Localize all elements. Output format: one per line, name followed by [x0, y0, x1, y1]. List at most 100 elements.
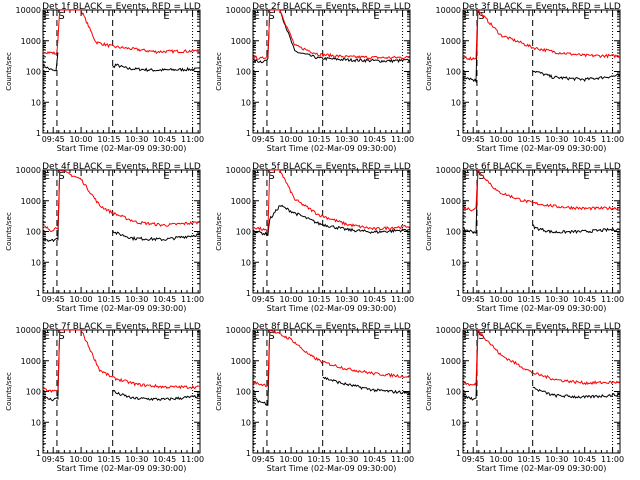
x-axis-label: Start Time (02-Mar-09 09:30:00) [57, 464, 187, 473]
marker-label: S [268, 331, 274, 342]
x-tick-label: 10:00 [280, 455, 303, 464]
series-events-line [463, 330, 479, 401]
marker-label: E [464, 11, 470, 22]
series-events-line [532, 386, 620, 399]
y-tick-label: 1000 [441, 197, 461, 206]
series-events-line [463, 10, 479, 84]
y-tick-label: 1000 [231, 357, 251, 366]
y-tick-label: 1 [36, 129, 41, 138]
y-tick-label: 10 [451, 418, 461, 427]
chart-title: Det 9f BLACK = Events, RED = LLD [462, 322, 621, 332]
series-lld-line [43, 170, 200, 233]
x-tick-label: 10:00 [490, 295, 513, 304]
y-tick-label: 1000 [21, 197, 41, 206]
x-tick-label: 10:00 [280, 295, 303, 304]
chart-panel-8: Det 8f BLACK = Events, RED = LLD 1 10 100 10… [215, 322, 414, 473]
x-tick-label: 10:45 [573, 295, 596, 304]
x-tick-label: 09:45 [42, 455, 65, 464]
chart-panel-5: Det 5f BLACK = Events, RED = LLD 1 10 100 10… [215, 162, 414, 313]
marker-label: S [268, 11, 274, 22]
y-tick-label: 1000 [441, 357, 461, 366]
x-tick-label: 11:00 [181, 135, 204, 144]
marker-label: S [478, 171, 484, 182]
marker-label: E [373, 11, 379, 22]
plot-frame [252, 169, 411, 294]
marker-label: E [44, 11, 50, 22]
x-tick-label: 10:45 [363, 135, 386, 144]
y-tick-label: 100 [446, 68, 461, 77]
x-tick-label: 09:45 [462, 135, 485, 144]
x-tick-label: 10:15 [97, 455, 120, 464]
y-tick-label: 1 [36, 449, 41, 458]
x-tick-label: 10:30 [545, 135, 568, 144]
plot-frame [252, 329, 411, 454]
y-tick-label: 10000 [16, 6, 41, 15]
chart-panel-7: Det 7f BLACK = Events, RED = LLD 1 10 100 10… [5, 322, 204, 473]
series-lld-line [463, 10, 620, 61]
y-axis-label: Counts/sec [425, 52, 433, 91]
series-events-line [112, 230, 200, 242]
plot-frame [42, 9, 201, 134]
x-tick-label: 11:00 [181, 455, 204, 464]
x-tick-label: 11:00 [391, 455, 414, 464]
marker-label: E [583, 171, 589, 182]
x-tick-label: 10:15 [307, 135, 330, 144]
marker-label: S [478, 331, 484, 342]
y-tick-label: 1 [246, 129, 251, 138]
y-tick-label: 1 [36, 289, 41, 298]
series-lld-line [463, 170, 620, 212]
series-events-line [112, 63, 200, 72]
x-tick-label: 10:15 [97, 295, 120, 304]
y-tick-label: 100 [26, 388, 41, 397]
marker-label: E [44, 331, 50, 342]
marker-label: E [583, 11, 589, 22]
chart-panel-2: Det 2f BLACK = Events, RED = LLD 1 10 100 10… [215, 2, 414, 153]
x-tick-label: 10:15 [307, 295, 330, 304]
series-events-line [322, 376, 410, 395]
chart-panel-4: Det 4f BLACK = Events, RED = LLD 1 10 100 10… [5, 162, 204, 313]
y-tick-label: 10 [31, 418, 41, 427]
x-tick-label: 10:00 [490, 135, 513, 144]
x-tick-label: 10:00 [70, 135, 93, 144]
plot-frame [252, 9, 411, 134]
chart-panel-3: Det 3f BLACK = Events, RED = LLD 1 10 100 10… [425, 2, 624, 153]
series-events-line [43, 330, 61, 402]
x-axis-label: Start Time (02-Mar-09 09:30:00) [267, 464, 397, 473]
x-tick-label: 10:00 [490, 455, 513, 464]
marker-label: E [583, 331, 589, 342]
x-axis-label: Start Time (02-Mar-09 09:30:00) [477, 464, 607, 473]
x-tick-label: 10:30 [545, 455, 568, 464]
series-lld-line [43, 10, 200, 55]
y-tick-label: 100 [236, 68, 251, 77]
series-lld-line [253, 10, 410, 60]
x-tick-label: 09:45 [462, 455, 485, 464]
x-tick-label: 09:45 [252, 135, 275, 144]
series-lld-line [253, 330, 410, 388]
series-lld-line [253, 170, 410, 232]
y-tick-label: 10 [241, 418, 251, 427]
y-tick-label: 1 [456, 129, 461, 138]
marker-label: E [464, 331, 470, 342]
y-axis-label: Counts/sec [215, 52, 223, 91]
x-tick-label: 09:45 [252, 455, 275, 464]
series-lld-line [43, 330, 200, 393]
series-events-line [253, 10, 410, 64]
marker-label: E [254, 11, 260, 22]
x-tick-label: 10:45 [153, 295, 176, 304]
x-axis-label: Start Time (02-Mar-09 09:30:00) [267, 144, 397, 153]
y-axis-label: Counts/sec [5, 372, 13, 411]
y-tick-label: 10000 [436, 6, 461, 15]
marker-label: E [163, 11, 169, 22]
y-tick-label: 10000 [226, 6, 251, 15]
y-axis-label: Counts/sec [5, 212, 13, 251]
series-events-line [253, 330, 271, 406]
x-tick-label: 09:45 [252, 295, 275, 304]
marker-label: E [163, 331, 169, 342]
marker-label: E [254, 171, 260, 182]
chart-title: Det 4f BLACK = Events, RED = LLD [42, 162, 201, 172]
y-tick-label: 10000 [226, 166, 251, 175]
x-tick-label: 11:00 [391, 295, 414, 304]
y-axis-label: Counts/sec [425, 372, 433, 411]
x-tick-label: 10:15 [517, 295, 540, 304]
chart-title: Det 7f BLACK = Events, RED = LLD [42, 322, 201, 332]
